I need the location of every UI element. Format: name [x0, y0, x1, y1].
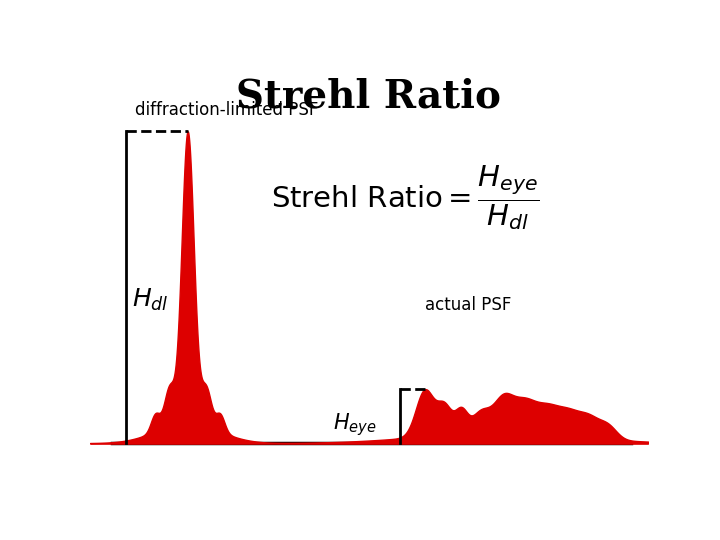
Text: Strehl Ratio: Strehl Ratio [236, 77, 502, 115]
Text: $\mathrm{Strehl\ Ratio} = \dfrac{H_{eye}}{H_{dl}}$: $\mathrm{Strehl\ Ratio} = \dfrac{H_{eye}… [271, 164, 540, 232]
Text: $H_{eye}$: $H_{eye}$ [333, 411, 377, 437]
Text: diffraction-limited PSF: diffraction-limited PSF [135, 101, 318, 119]
Text: actual PSF: actual PSF [425, 296, 511, 314]
Text: UH: UH [650, 506, 671, 519]
Text: $H_{dl}$: $H_{dl}$ [132, 287, 168, 313]
